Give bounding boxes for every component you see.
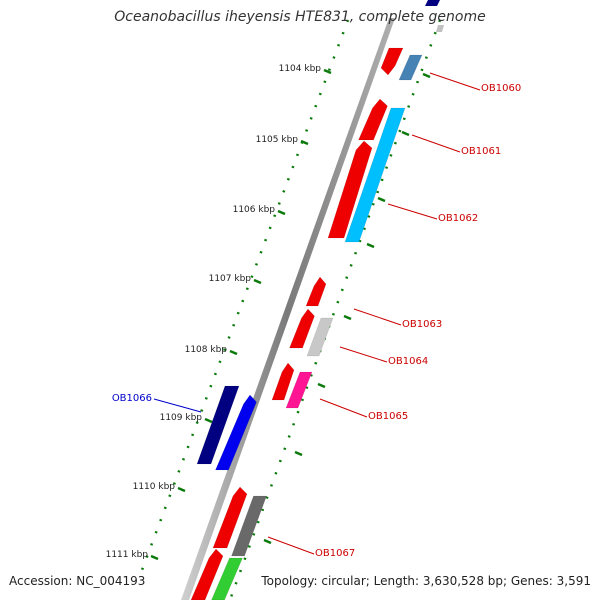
gene-feature-ob1062-cyan[interactable] [344, 107, 406, 243]
inner-tick-mark [366, 242, 375, 249]
gene-feature-ob1067-grey[interactable] [231, 495, 267, 557]
gene-leader-line [353, 308, 402, 326]
gene-leader-line [319, 398, 368, 418]
gene-leader-line [267, 536, 315, 555]
gene-feature-ob1066-blue[interactable] [215, 394, 257, 471]
gene-leader-line [429, 72, 481, 91]
gene-label-ob1063[interactable]: OB1063 [353, 308, 442, 330]
gene-feature-ob1065-red[interactable] [271, 362, 295, 401]
gene-feature-ob1064-red[interactable] [289, 308, 315, 349]
gene-label-ob1066[interactable]: OB1066 [112, 393, 202, 413]
gene-feature-ob1060[interactable] [398, 54, 423, 81]
inner-tick-mark [263, 538, 272, 545]
inner-tick-mark [401, 130, 410, 137]
tick-mark: 1109 kbp [160, 413, 213, 424]
gene-name[interactable]: OB1066 [112, 393, 152, 404]
gene-label-ob1065[interactable]: OB1065 [319, 398, 408, 422]
inner-dotted-track [228, 19, 442, 600]
inner-tick-mark [343, 314, 352, 321]
gene-feature-ob1062-red[interactable] [327, 140, 373, 239]
tick-mark: 1110 kbp [133, 482, 186, 493]
tick-label: 1107 kbp [209, 274, 252, 284]
gene-label-ob1060[interactable]: OB1060 [429, 72, 521, 94]
inner-tick-mark [317, 382, 326, 389]
gene-label-ob1064[interactable]: OB1064 [339, 346, 428, 367]
accession-text: Accession: NC_004193 [9, 574, 146, 588]
gene-leader-line [411, 134, 461, 153]
tick-label: 1106 kbp [233, 205, 276, 215]
gene-label-ob1062[interactable]: OB1062 [387, 203, 478, 224]
gene-name[interactable]: OB1060 [481, 83, 521, 94]
gene-feature-bottom-green[interactable] [211, 557, 243, 600]
gene-feature-ob1067-red[interactable] [212, 486, 248, 549]
inner-tick-mark [377, 196, 386, 203]
tick-label: 1108 kbp [185, 345, 228, 355]
genome-title: Oceanobacillus iheyensis HTE831, complet… [114, 9, 486, 25]
gene-name[interactable]: OB1061 [461, 146, 501, 157]
gene-label-ob1061[interactable]: OB1061 [411, 134, 501, 157]
gene-leader-line [153, 398, 202, 413]
gene-name[interactable]: OB1065 [368, 411, 408, 422]
tick-mark: 1105 kbp [256, 135, 309, 146]
gene-label-layer: OB1060 OB1061 OB1062 OB1063 OB1064 OB1065 OB10… [112, 72, 521, 559]
tick-label: 1111 kbp [106, 550, 149, 560]
gene-name[interactable]: OB1067 [315, 548, 355, 559]
gene-feature-ob1064-grey[interactable] [306, 317, 334, 357]
gene-leader-line [387, 203, 438, 220]
tick-label: 1110 kbp [133, 482, 176, 492]
tick-layer: 1104 kbp 1105 kbp 1106 kbp 1107 kbp 1108 kbp… [106, 64, 431, 561]
gene-feature-ob1063[interactable] [305, 276, 327, 307]
gene-feature-bottom-red[interactable] [190, 548, 224, 600]
gene-leader-line [339, 346, 388, 363]
tick-label: 1109 kbp [160, 413, 203, 423]
tick-mark: 1107 kbp [209, 274, 262, 285]
gene-feature-ob1065-pink[interactable] [285, 371, 313, 409]
tick-mark: 1104 kbp [279, 64, 332, 75]
gene-name[interactable]: OB1063 [402, 319, 442, 330]
gene-name[interactable]: OB1064 [388, 356, 428, 367]
tick-mark: 1111 kbp [106, 550, 159, 561]
genome-backbone [181, 18, 395, 600]
gene-feature-ob1059[interactable] [380, 47, 404, 76]
inner-tick-mark [422, 72, 431, 79]
gene-feature-ob1061[interactable] [358, 98, 388, 141]
feature-layer [190, 47, 423, 600]
genome-summary-text: Topology: circular; Length: 3,630,528 bp… [261, 574, 591, 588]
tick-label: 1104 kbp [279, 64, 322, 74]
inner-tick-mark [294, 450, 303, 457]
gene-label-ob1067[interactable]: OB1067 [267, 536, 355, 559]
tick-mark: 1108 kbp [185, 345, 238, 356]
tick-mark: 1106 kbp [233, 205, 286, 216]
gene-name[interactable]: OB1062 [438, 213, 478, 224]
gene-feature-top-partial[interactable] [425, 0, 444, 32]
gene-feature-ob1066-navy[interactable] [196, 385, 240, 465]
tick-label: 1105 kbp [256, 135, 299, 145]
